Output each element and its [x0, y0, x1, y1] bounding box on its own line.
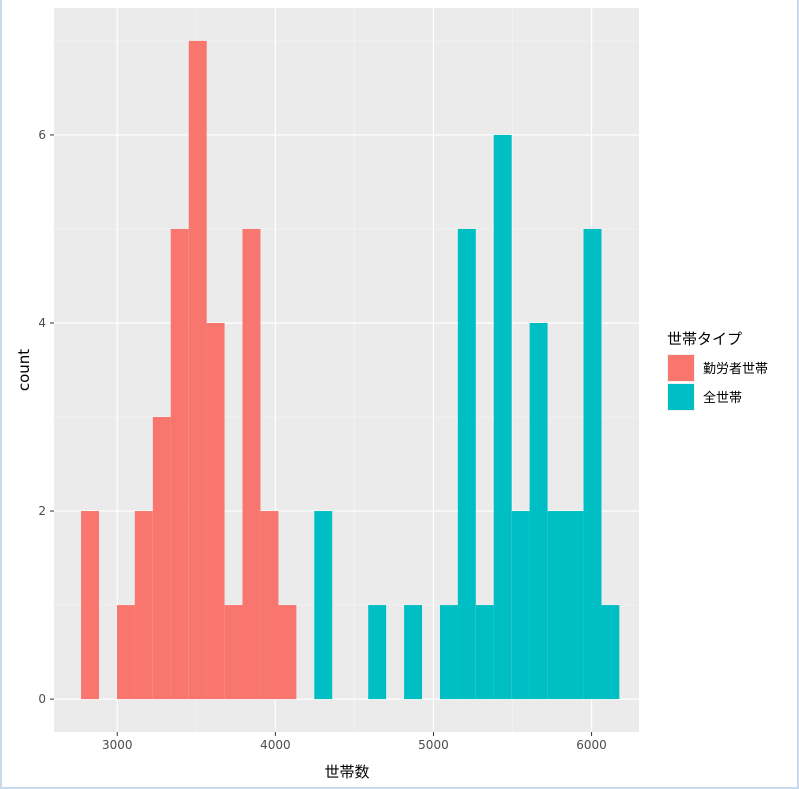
bars: [81, 40, 620, 700]
y-tick-label: 2: [38, 504, 46, 518]
histogram-bar: [439, 605, 458, 700]
histogram-bar: [188, 40, 207, 700]
histogram-bar: [242, 228, 261, 700]
legend-title: 世帯タイプ: [667, 330, 742, 348]
histogram-bar: [170, 228, 189, 700]
histogram-bar: [511, 511, 530, 700]
y-tick-label: 6: [38, 128, 46, 142]
histogram-bar: [565, 511, 584, 700]
legend-label: 勤労者世帯: [703, 362, 768, 377]
x-axis: 3000 4000 5000 6000: [102, 732, 607, 752]
histogram-bar: [152, 417, 171, 700]
histogram-bar: [493, 134, 512, 700]
y-axis: 0 2 4 6: [38, 128, 54, 706]
y-axis-title: count: [15, 349, 33, 391]
legend-swatch: [668, 355, 694, 381]
x-axis-title: 世帯数: [324, 763, 369, 781]
histogram-bar: [278, 605, 297, 700]
histogram-bar: [368, 605, 387, 700]
legend-swatch: [668, 384, 694, 410]
y-tick-label: 0: [38, 692, 46, 706]
histogram-bar: [529, 322, 548, 700]
histogram-bar: [404, 605, 423, 700]
histogram-bar: [81, 511, 100, 700]
histogram-bar: [583, 228, 602, 700]
histogram-bar: [314, 511, 333, 700]
legend-label: 全世帯: [703, 390, 742, 406]
x-tick-label: 5000: [418, 738, 449, 752]
histogram-bar: [475, 605, 494, 700]
histogram-bar: [601, 605, 620, 700]
y-tick-label: 4: [38, 316, 46, 330]
histogram-bar: [206, 322, 225, 700]
histogram-bar: [457, 228, 476, 700]
histogram-bar: [134, 511, 153, 700]
histogram-bar: [260, 511, 279, 700]
x-tick-label: 4000: [260, 738, 291, 752]
histogram-bar: [547, 511, 566, 700]
histogram-bar: [116, 605, 135, 700]
x-tick-label: 3000: [102, 738, 133, 752]
histogram-bar: [224, 605, 243, 700]
x-tick-label: 6000: [576, 738, 607, 752]
